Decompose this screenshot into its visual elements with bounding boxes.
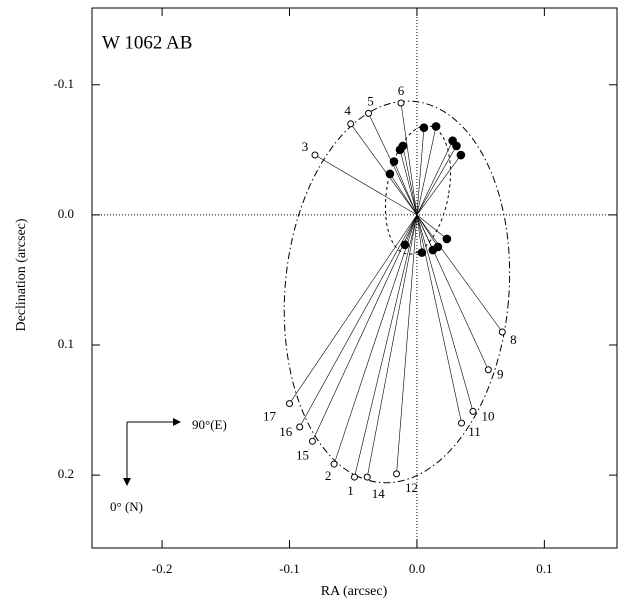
point-label: 16 (279, 424, 293, 439)
open-point (311, 151, 319, 159)
connector (416, 127, 425, 215)
connector (416, 214, 503, 333)
connector (312, 214, 418, 442)
open-point (308, 437, 316, 445)
connector (416, 154, 462, 216)
open-point (286, 400, 294, 408)
plot-frame (91, 7, 618, 549)
compass-east: 90°(E) (192, 417, 227, 432)
open-point (393, 470, 401, 478)
point-label: 17 (263, 409, 277, 424)
chart-title: W 1062 AB (102, 32, 192, 53)
point-label: 8 (510, 332, 517, 347)
connector (416, 214, 434, 251)
point-label: 4 (344, 103, 351, 118)
connector (393, 161, 418, 216)
filled-point (452, 141, 461, 151)
filled-point (456, 150, 466, 160)
connector (396, 214, 418, 474)
filled-point (419, 123, 429, 133)
x-tick-label: -0.1 (279, 561, 300, 576)
filled-point (389, 157, 399, 166)
connector (416, 214, 474, 412)
point-label: 5 (367, 93, 374, 108)
open-point (363, 473, 371, 481)
connector (400, 102, 418, 215)
y-tick-label: 0.1 (58, 336, 74, 351)
open-point (351, 473, 358, 481)
connector (416, 214, 439, 248)
x-axis-label: RA (arcsec) (321, 584, 388, 599)
connector (366, 214, 418, 478)
filled-point (442, 234, 452, 244)
connector (404, 214, 418, 245)
open-point (330, 460, 338, 468)
point-label: 11 (468, 424, 481, 439)
x-tick-label: 0.0 (409, 561, 425, 576)
open-point (469, 407, 477, 415)
point-label: 14 (372, 486, 386, 501)
point-label: 10 (482, 408, 495, 423)
point-label: 3 (302, 139, 309, 154)
orbit (384, 125, 451, 255)
point-label: 6 (398, 83, 405, 98)
connector (299, 214, 418, 428)
y-tick-label: -0.1 (53, 76, 74, 91)
connector (314, 154, 418, 216)
connector (389, 173, 418, 216)
open-point (484, 366, 492, 374)
y-tick-label: 0.0 (58, 206, 74, 221)
point-label: 1 (347, 483, 354, 498)
connector (416, 214, 423, 253)
y-axis-label: Declination (arcsec) (14, 218, 29, 331)
point-label: 12 (405, 480, 418, 495)
open-point (397, 99, 405, 107)
point-label: 2 (325, 468, 332, 483)
orbit (283, 100, 511, 484)
connector (416, 126, 437, 215)
compass-north: 0° (N) (110, 499, 143, 514)
filled-point (431, 122, 441, 131)
x-tick-label: 0.1 (536, 561, 552, 576)
open-point (498, 328, 506, 336)
connector (416, 214, 448, 240)
open-point (296, 423, 304, 431)
point-label: 9 (497, 367, 504, 382)
connector (402, 145, 418, 215)
connector (399, 149, 418, 215)
open-point (458, 419, 466, 427)
filled-point (385, 169, 395, 179)
filled-point (433, 242, 443, 252)
connector (354, 214, 418, 478)
filled-point (398, 141, 408, 151)
connector (289, 214, 418, 404)
connector (416, 140, 453, 216)
open-point (365, 109, 373, 117)
connector (416, 145, 457, 216)
open-point (347, 120, 355, 128)
filled-point (400, 240, 410, 250)
filled-point (417, 248, 427, 257)
connector (333, 214, 418, 465)
x-tick-label: -0.2 (152, 561, 173, 576)
connector (350, 123, 418, 216)
y-tick-label: 0.2 (58, 466, 74, 481)
point-label: 15 (296, 447, 309, 462)
